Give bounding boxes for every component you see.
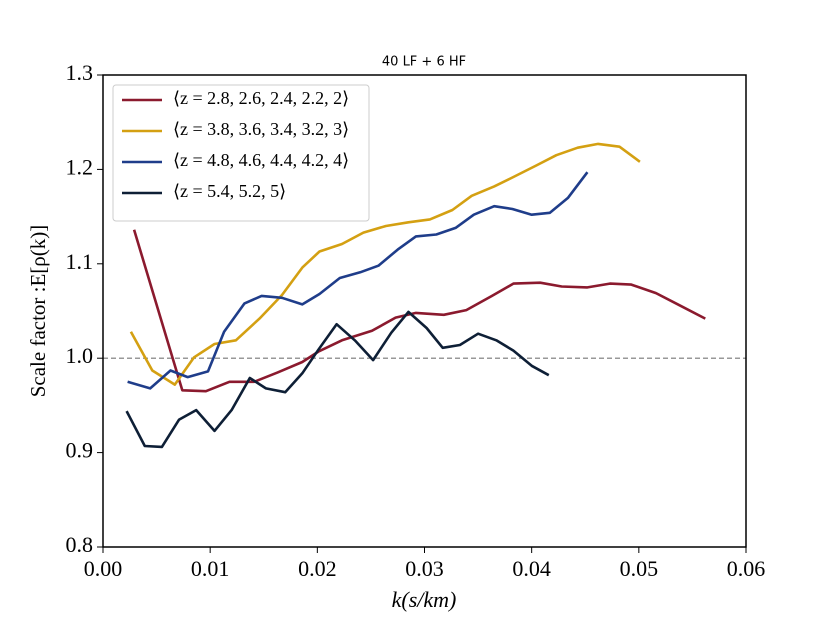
series-line [129,142,641,386]
legend-label: ⟨z = 4.8, 4.6, 4.4, 4.2, 4⟩ [173,150,349,170]
series-line [127,171,589,390]
series-line [125,310,550,449]
legend-box [112,84,370,222]
x-axis-label: k(s/km) [392,587,457,612]
y-tick-label: 1.0 [66,343,94,368]
y-axis-label: Scale factor :E[ρ(k)] [26,225,50,398]
legend-label: ⟨z = 5.4, 5.2, 5⟩ [173,181,286,201]
x-tick-label: 0.01 [191,556,230,581]
series-line [132,229,706,393]
y-tick-label: 1.2 [66,154,94,179]
y-tick-label: 1.3 [66,60,94,85]
legend-label: ⟨z = 2.8, 2.6, 2.4, 2.2, 2⟩ [173,88,349,108]
x-tick-label: 0.00 [84,556,123,581]
y-tick-label: 0.8 [66,532,94,557]
y-tick-label: 1.1 [66,249,94,274]
x-tick-label: 0.04 [512,556,551,581]
y-tick-label: 0.9 [66,438,94,463]
legend: ⟨z = 2.8, 2.6, 2.4, 2.2, 2⟩ ⟨z = 3.8, 3.6… [112,84,370,222]
x-tick-label: 0.03 [405,556,444,581]
legend-label: ⟨z = 3.8, 3.6, 3.4, 3.2, 3⟩ [173,119,349,139]
x-tick-label: 0.05 [620,556,659,581]
plot-frame [102,74,747,548]
x-tick-label: 0.02 [298,556,337,581]
x-tick-label: 0.06 [727,556,766,581]
chart-title: 40 LF + 6 HF [382,55,466,70]
